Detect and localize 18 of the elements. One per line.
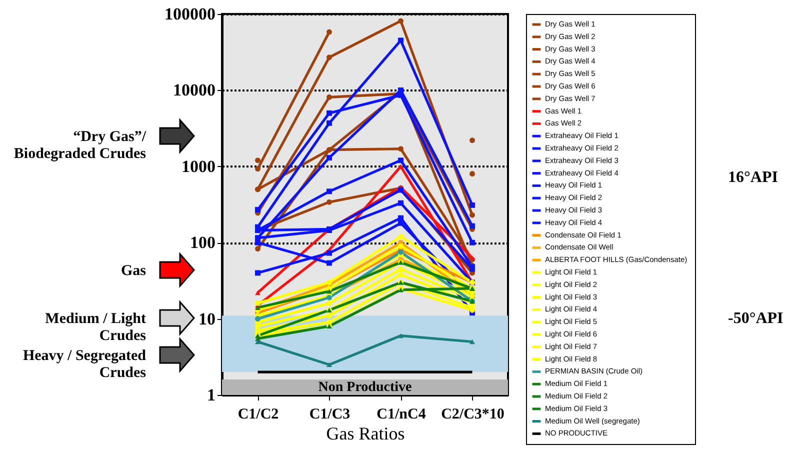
- x-tick-label: C1/C2: [238, 406, 279, 422]
- x-tick-label: C1/C3: [309, 406, 350, 422]
- x-tick-label: C2/C3*10: [441, 406, 504, 422]
- text: Medium / Light Crudes: [45, 311, 146, 344]
- text: “Dry Gas”/ Biodegraded Crudes: [14, 129, 147, 162]
- y-tick-label: 1: [207, 386, 216, 404]
- text: -50°API: [728, 310, 784, 327]
- y-tick-label: 10: [198, 309, 216, 328]
- x-axis-title: Gas Ratios: [326, 424, 405, 444]
- y-tick-label: 10000: [173, 80, 216, 100]
- text: 16°API: [728, 169, 778, 186]
- band-label: Non Productive: [318, 380, 412, 395]
- x-tick-label: C1/nC4: [376, 406, 426, 422]
- y-tick-label: 100000: [164, 4, 216, 24]
- y-tick-label: 1000: [182, 156, 216, 176]
- text: Heavy / Segregated Crudes: [22, 348, 147, 381]
- y-tick-label: 100: [190, 233, 216, 252]
- text: Gas: [120, 263, 146, 279]
